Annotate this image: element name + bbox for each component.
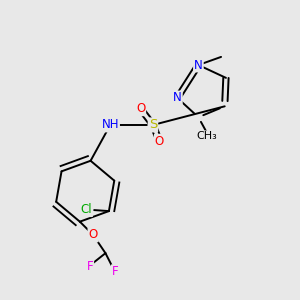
Text: F: F	[87, 260, 93, 273]
Text: Cl: Cl	[80, 203, 92, 216]
Text: S: S	[149, 118, 157, 131]
Text: NH: NH	[101, 118, 119, 131]
Text: N: N	[173, 92, 182, 104]
Text: O: O	[136, 102, 145, 115]
Text: O: O	[155, 135, 164, 148]
Text: F: F	[112, 265, 119, 278]
Text: O: O	[88, 228, 98, 242]
Text: N: N	[194, 58, 203, 71]
Text: CH₃: CH₃	[197, 131, 218, 141]
